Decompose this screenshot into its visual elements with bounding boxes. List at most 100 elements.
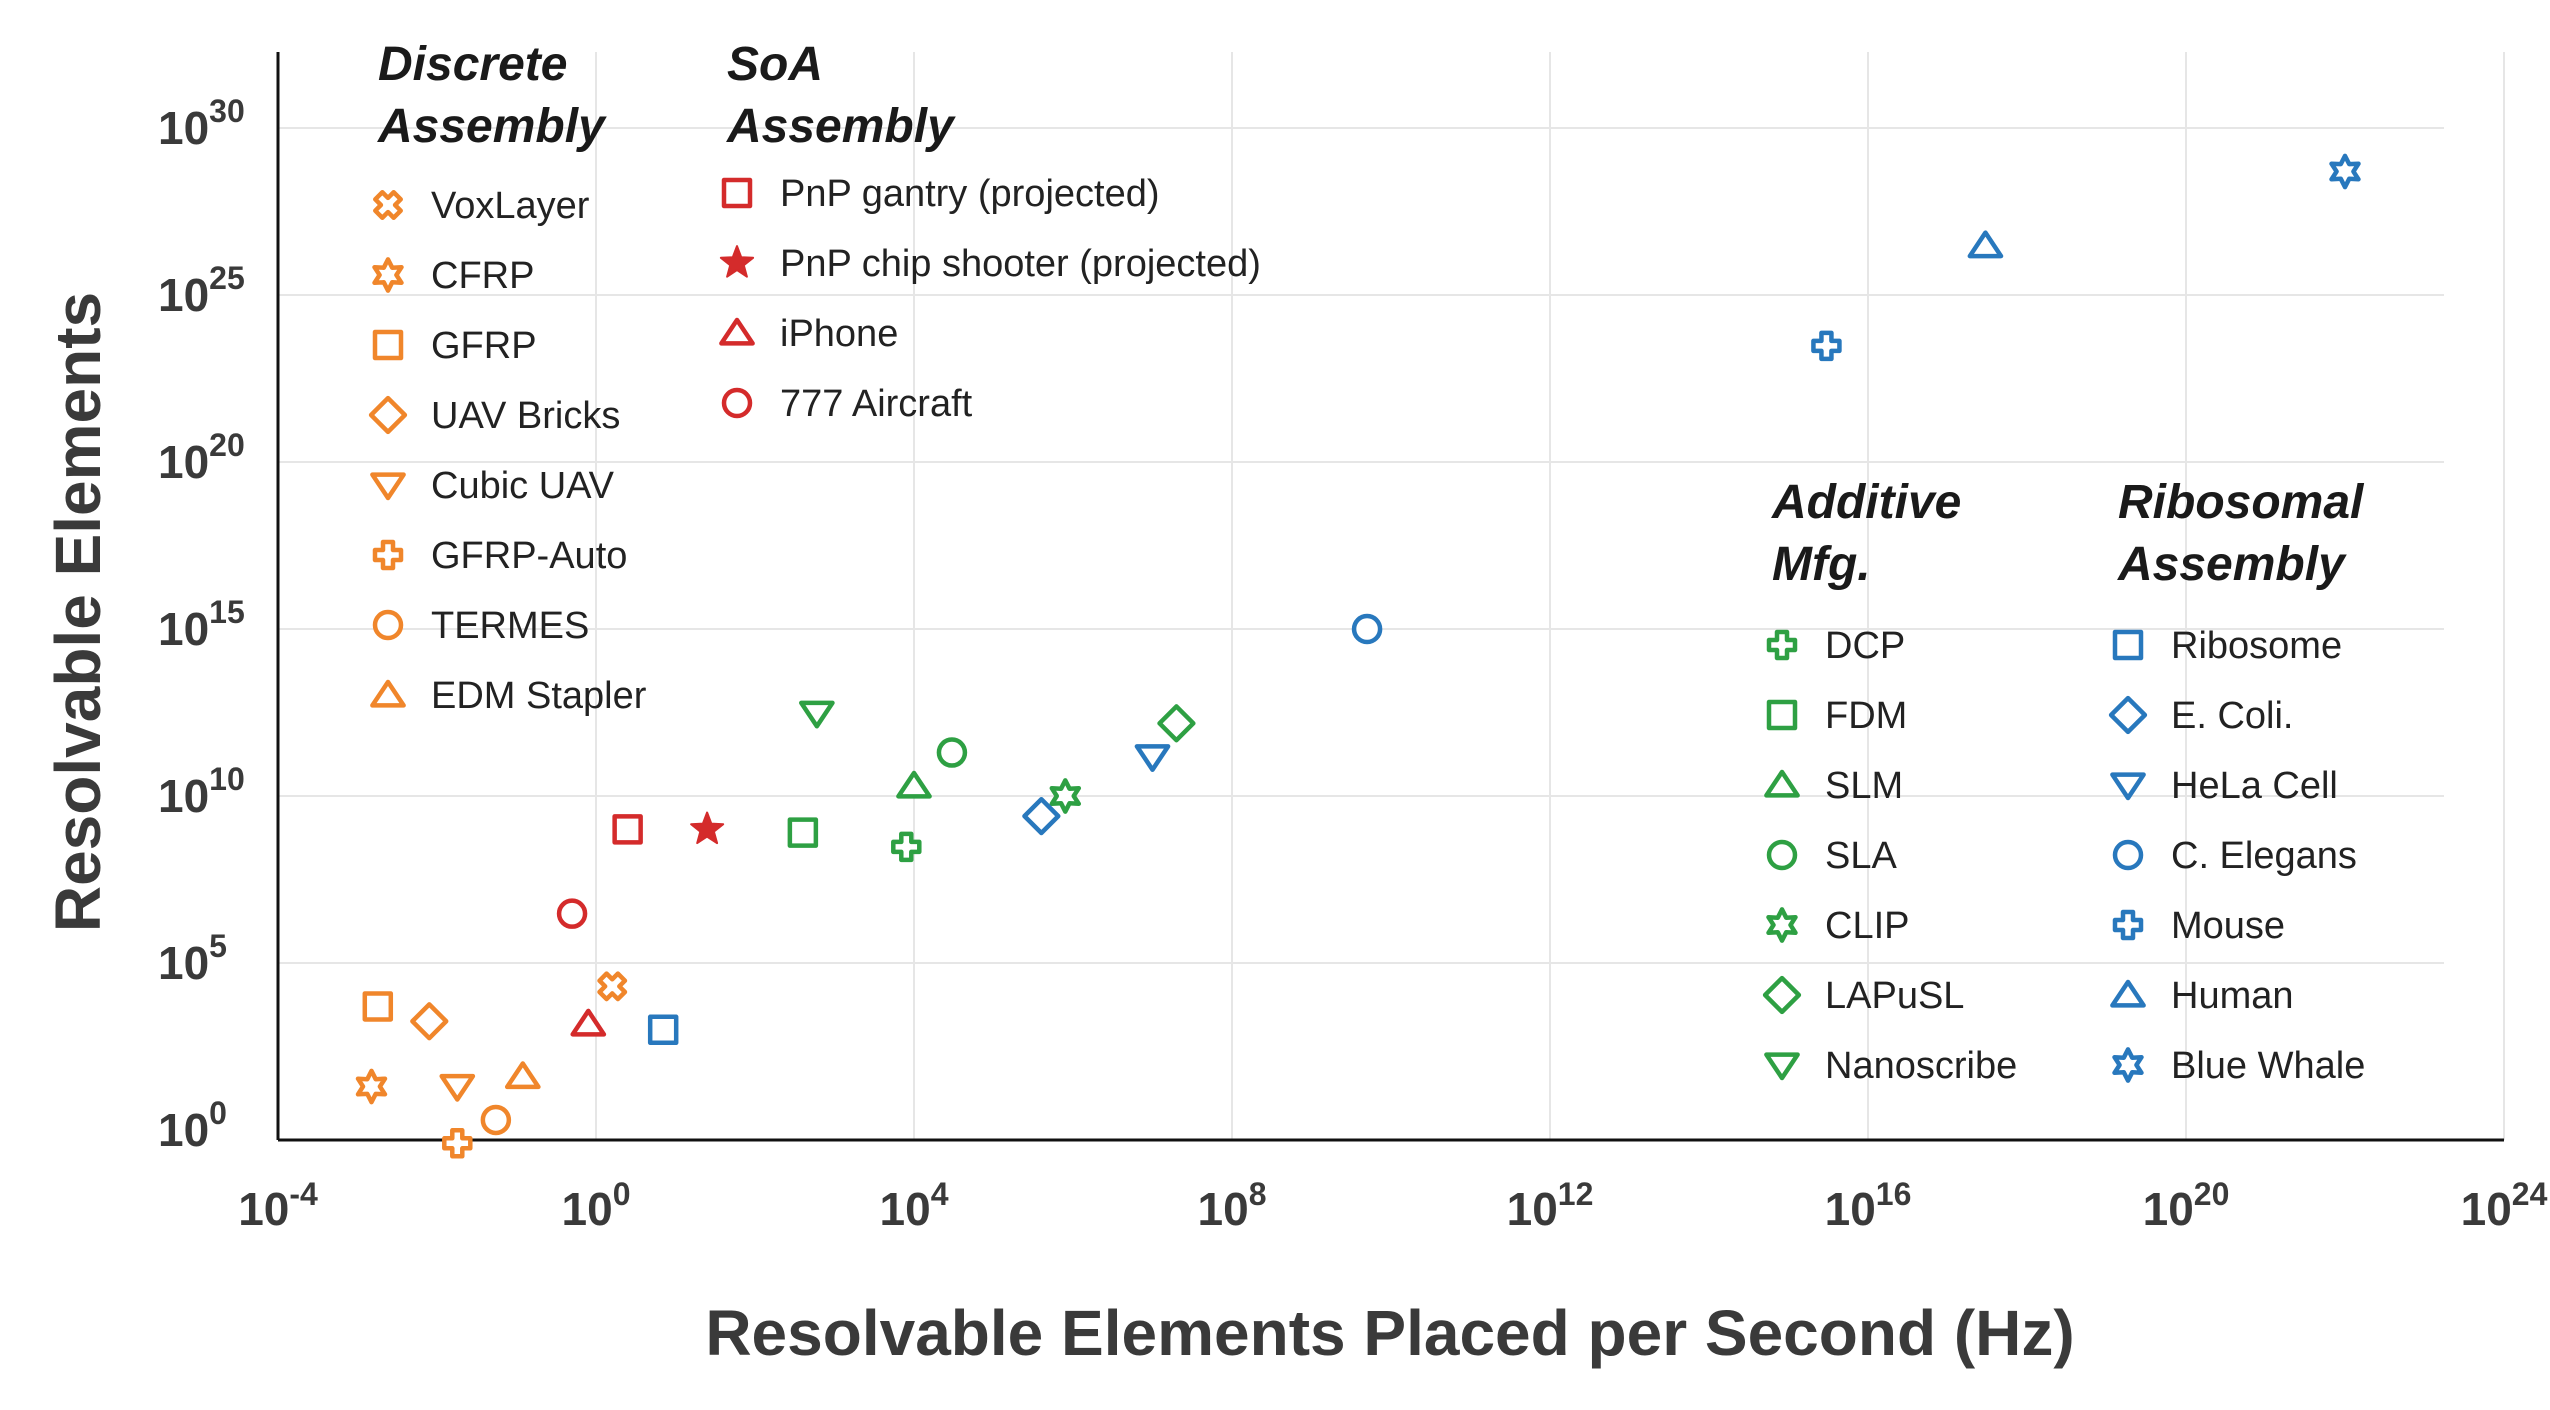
data-points	[355, 153, 2361, 1159]
legend-marker-blue-whale	[2112, 1047, 2144, 1083]
legend-marker-ribosome	[2112, 629, 2144, 661]
legend-label-c-elegans: C. Elegans	[2171, 835, 2357, 877]
grid-lines	[278, 52, 2505, 1140]
legend-marker-iphone	[719, 317, 755, 346]
legend-group-title: Discrete	[378, 38, 567, 91]
legend-marker-777-aircraft	[721, 387, 753, 419]
legend-label-clip: CLIP	[1825, 905, 1909, 947]
x-tick-label: 104	[880, 1176, 949, 1235]
point-lapusl	[1157, 704, 1196, 743]
point-gfrp	[362, 991, 394, 1022]
point-c-elegans	[1351, 613, 1383, 645]
point-hela-cell	[1134, 744, 1171, 772]
legend-label-mouse: Mouse	[2171, 905, 2285, 947]
legend-label-edm-stapler: EDM Stapler	[431, 675, 647, 717]
legend-marker-e-coli	[2108, 695, 2148, 735]
legend-marker-gfrp-auto	[372, 539, 404, 571]
legend-label-uav-bricks: UAV Bricks	[431, 395, 620, 437]
legend-marker-voxlayer	[373, 190, 403, 220]
legend-group: Additive Mfg. DCP FDM SLM SLA CLIP LAPuSL Nanosc…	[1762, 476, 2017, 1087]
point-777-aircraft	[556, 898, 588, 929]
y-tick-label: 105	[158, 928, 227, 989]
legend-group: SoA Assembly PnP gantry (projected) PnP chi…	[719, 38, 1261, 425]
legend-label-voxlayer: VoxLayer	[431, 185, 590, 227]
legend-label-gfrp: GFRP	[431, 325, 537, 367]
point-pnp-chip-shooter-projected	[690, 811, 725, 845]
x-axis-title: Resolvable Elements Placed per Second (H…	[705, 1297, 2074, 1369]
legend-label-dcp: DCP	[1825, 625, 1905, 667]
legend-label-nanoscribe: Nanoscribe	[1825, 1045, 2017, 1087]
legend-label-777-aircraft: 777 Aircraft	[780, 383, 973, 425]
point-voxlayer	[597, 971, 628, 1002]
legend-group-title: Assembly	[377, 100, 607, 153]
legend: Discrete Assembly VoxLayer CFRP GFRP UAV Bric…	[368, 38, 2365, 1087]
point-e-coli	[1022, 796, 1061, 836]
legend-group: Discrete Assembly VoxLayer CFRP GFRP UAV Bric…	[368, 38, 647, 717]
legend-marker-nanoscribe	[1764, 1052, 1800, 1081]
point-iphone	[570, 1008, 607, 1037]
point-clip	[1049, 778, 1082, 814]
legend-marker-pnp-gantry-projected	[721, 177, 753, 209]
legend-label-termes: TERMES	[431, 605, 589, 647]
legend-label-ribosome: Ribosome	[2171, 625, 2342, 667]
x-tick-label: 108	[1198, 1176, 1267, 1235]
point-ribosome	[647, 1014, 679, 1046]
point-uav-bricks	[410, 1002, 449, 1041]
legend-marker-cfrp	[372, 257, 404, 293]
legend-label-pnp-chip-shooter-projected: PnP chip shooter (projected)	[780, 243, 1261, 285]
point-sla	[936, 737, 968, 768]
legend-marker-mouse	[2112, 909, 2144, 941]
legend-marker-dcp	[1766, 629, 1798, 661]
legend-marker-human	[2110, 979, 2146, 1008]
legend-group-title: Ribosomal	[2118, 476, 2365, 529]
legend-marker-uav-bricks	[368, 395, 408, 435]
axes	[276, 52, 2504, 1142]
legend-group: Ribosomal Assembly Ribosome E. Coli. HeLa Ce…	[2108, 476, 2365, 1087]
legend-label-sla: SLA	[1825, 835, 1897, 877]
y-tick-label: 1025	[158, 260, 245, 321]
legend-group-title: Assembly	[726, 100, 956, 153]
legend-label-slm: SLM	[1825, 765, 1903, 807]
y-tick-label: 1010	[158, 761, 245, 822]
legend-marker-gfrp	[372, 329, 404, 361]
legend-label-iphone: iPhone	[780, 313, 898, 355]
x-tick-label: 1012	[1507, 1176, 1594, 1235]
y-tick-label: 1015	[158, 594, 245, 655]
x-tick-label: 1024	[2461, 1176, 2548, 1235]
point-cfrp	[355, 1068, 388, 1105]
legend-marker-termes	[372, 609, 404, 641]
tick-labels: 10-4 100 104 108 1012 1016 1020 102410010510101…	[158, 93, 2548, 1235]
point-dcp	[891, 831, 922, 863]
legend-marker-hela-cell	[2110, 772, 2146, 801]
legend-marker-fdm	[1766, 699, 1798, 731]
point-human	[1967, 230, 2004, 259]
legend-group-title: Mfg.	[1772, 538, 1871, 591]
legend-label-gfrp-auto: GFRP-Auto	[431, 535, 627, 577]
legend-marker-slm	[1764, 769, 1800, 798]
x-tick-label: 1016	[1825, 1176, 1912, 1235]
point-slm	[896, 770, 932, 799]
y-tick-label: 100	[158, 1095, 227, 1156]
legend-label-fdm: FDM	[1825, 695, 1907, 737]
legend-marker-c-elegans	[2112, 839, 2144, 871]
point-edm-stapler	[504, 1061, 541, 1090]
x-tick-label: 100	[562, 1176, 631, 1235]
legend-label-blue-whale: Blue Whale	[2171, 1045, 2365, 1087]
y-axis-title: Resolvable Elements	[42, 292, 114, 932]
legend-label-cfrp: CFRP	[431, 255, 534, 297]
legend-label-hela-cell: HeLa Cell	[2171, 765, 2338, 807]
legend-group-title: SoA	[727, 38, 823, 91]
legend-marker-edm-stapler	[370, 679, 406, 708]
legend-label-pnp-gantry-projected: PnP gantry (projected)	[780, 173, 1160, 215]
y-tick-label: 1030	[158, 93, 245, 154]
point-fdm	[787, 817, 819, 848]
legend-marker-lapusl	[1762, 975, 1802, 1015]
legend-label-human: Human	[2171, 975, 2294, 1017]
point-mouse	[1811, 330, 1842, 362]
x-tick-label: 10-4	[238, 1176, 318, 1235]
point-pnp-gantry-projected	[612, 814, 643, 845]
legend-marker-clip	[1766, 907, 1798, 943]
point-nanoscribe	[799, 700, 835, 729]
point-cubic-uav	[439, 1073, 476, 1102]
